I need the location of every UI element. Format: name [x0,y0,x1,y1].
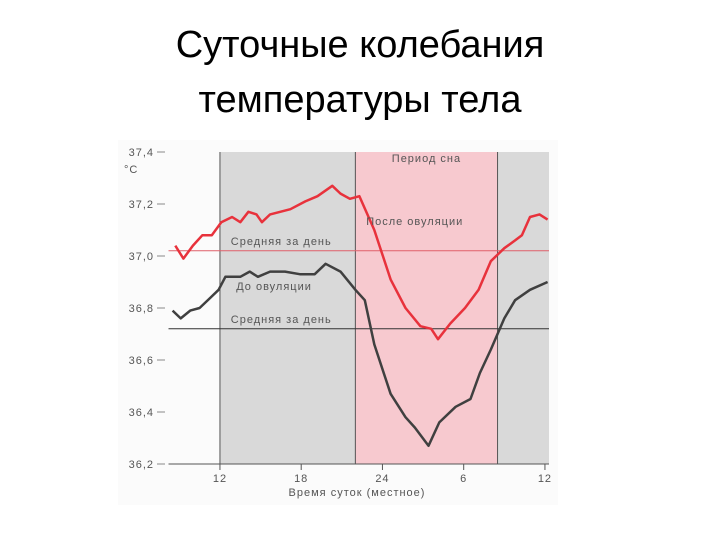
shaded-region [355,152,498,464]
y-tick-label: 37,0 [129,251,154,263]
series-line [174,184,549,341]
reference-label: Средняя за день [231,314,332,326]
shaded-region [497,152,549,464]
y-tick-label: 37,2 [129,199,154,211]
series-label: До овуляции [236,281,312,293]
series-line [171,262,549,448]
x-tick-label: 12 [213,473,227,485]
subtitle: температуры тела [199,79,523,121]
series-label: После овуляции [366,216,463,228]
y-tick-label: 36,8 [129,303,154,315]
y-tick-label: 36,4 [129,407,154,419]
region-label: Период сна [392,153,461,165]
x-axis-title: Время суток (местное) [289,487,426,499]
y-unit: °C [124,164,138,176]
y-tick-label: 36,6 [129,355,154,367]
y-tick-label: 37,4 [129,147,154,159]
x-tick-label: 12 [538,473,552,485]
title: Суточные колебания [176,24,545,66]
shaded-region [219,152,356,464]
reference-label: Средняя за день [231,236,332,248]
x-tick-label: 24 [375,473,389,485]
y-tick-label: 36,2 [129,459,154,471]
x-tick-label: 6 [460,473,467,485]
x-tick-label: 18 [294,473,308,485]
